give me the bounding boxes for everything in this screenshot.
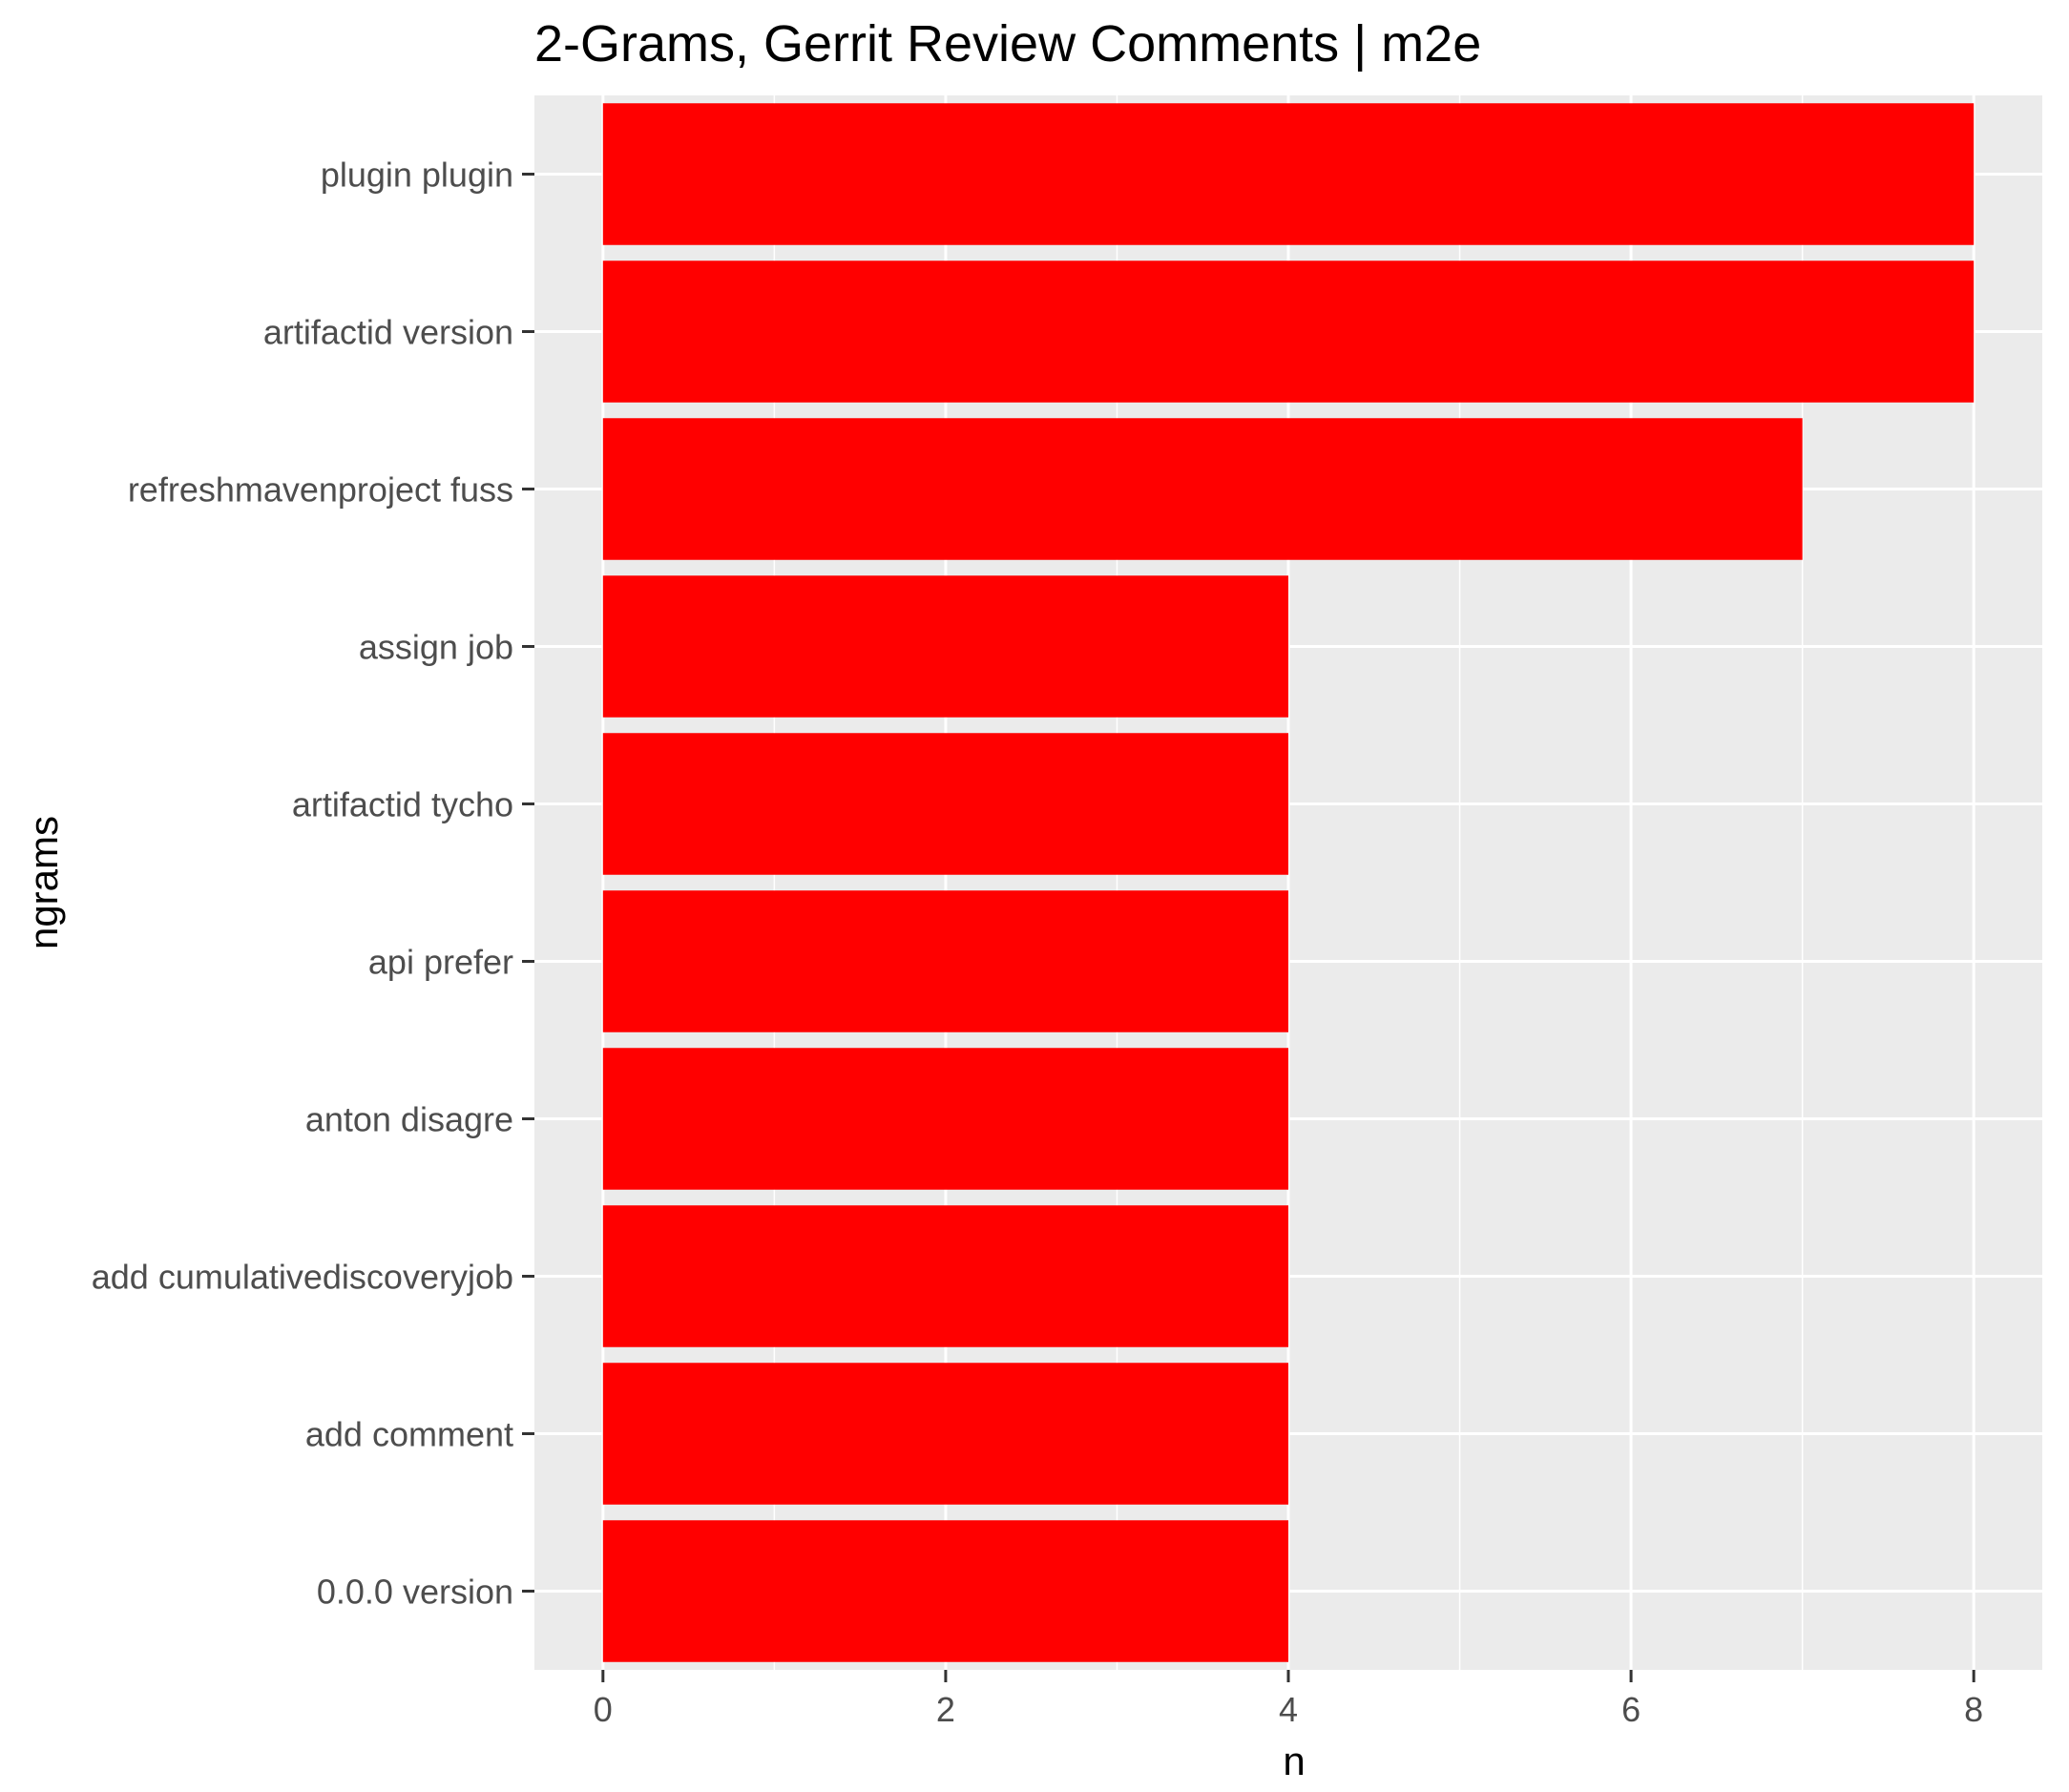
y-tick-label: plugin plugin	[321, 156, 513, 195]
bar	[602, 260, 1975, 403]
x-tick-label: 6	[1621, 1690, 1641, 1729]
y-axis-title: ngrams	[21, 816, 66, 949]
bar	[602, 733, 1288, 875]
bar	[602, 890, 1288, 1032]
bar	[602, 103, 1975, 245]
x-tick-label: 8	[1964, 1690, 1983, 1729]
y-tick-label: add cumulativediscoveryjob	[92, 1258, 513, 1297]
x-axis: 0 2 4 6 8	[594, 1670, 1983, 1729]
bar	[602, 1048, 1288, 1190]
y-tick-label: artifactid version	[263, 313, 513, 352]
bar	[602, 1520, 1288, 1662]
bar	[602, 1363, 1288, 1505]
y-axis: plugin plugin artifactid version refreshma…	[92, 156, 534, 1612]
x-tick-label: 2	[936, 1690, 955, 1729]
x-axis-title: n	[1283, 1739, 1305, 1783]
y-tick-label: refreshmavenproject fuss	[128, 470, 513, 510]
y-tick-label: anton disagre	[305, 1100, 513, 1139]
x-tick-label: 0	[594, 1690, 613, 1729]
bar	[602, 1205, 1288, 1347]
bar	[602, 575, 1288, 718]
y-tick-label: artifactid tycho	[292, 785, 513, 824]
bars	[602, 103, 1975, 1662]
y-tick-label: add comment	[305, 1415, 513, 1454]
chart-title: 2-Grams, Gerrit Review Comments | m2e	[534, 15, 1481, 73]
y-tick-label: assign job	[359, 628, 513, 667]
y-tick-label: 0.0.0 version	[317, 1573, 513, 1612]
x-tick-label: 4	[1279, 1690, 1298, 1729]
y-tick-label: api prefer	[368, 943, 513, 982]
bar	[602, 418, 1803, 560]
